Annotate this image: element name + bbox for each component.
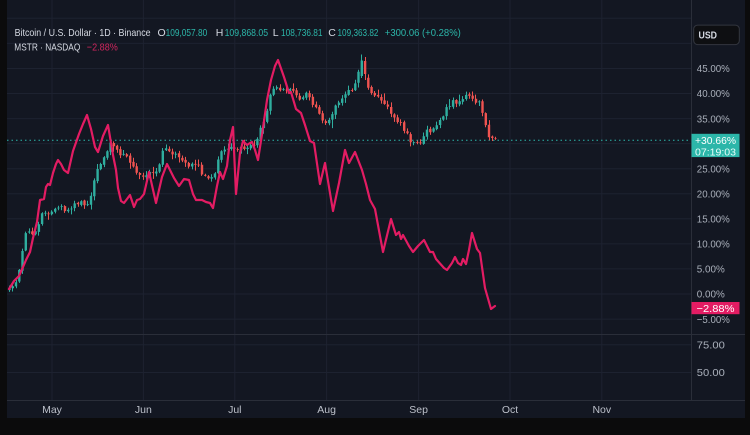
svg-text:Sep: Sep (409, 404, 428, 416)
svg-text:+30.66%: +30.66% (695, 135, 736, 147)
svg-text:−5.00%: −5.00% (697, 314, 730, 326)
svg-text:Bitcoin / U.S. Dollar · 1D · B: Bitcoin / U.S. Dollar · 1D · Binance (15, 27, 151, 39)
svg-text:Aug: Aug (317, 404, 336, 416)
svg-text:MSTR · NASDAQ: MSTR · NASDAQ (14, 41, 80, 53)
svg-text:45.00%: 45.00% (697, 63, 730, 75)
svg-text:109,868.05: 109,868.05 (225, 27, 269, 39)
svg-text:Jun: Jun (135, 404, 152, 416)
svg-text:10.00%: 10.00% (697, 239, 730, 251)
svg-text:−2.88%: −2.88% (87, 41, 118, 53)
svg-text:75.00: 75.00 (697, 340, 725, 352)
svg-text:0.00%: 0.00% (697, 289, 725, 301)
svg-text:5.00%: 5.00% (697, 264, 725, 276)
svg-text:+300.06 (+0.28%): +300.06 (+0.28%) (385, 27, 461, 39)
svg-text:109,057.80: 109,057.80 (166, 27, 208, 39)
svg-text:L: L (273, 27, 279, 39)
svg-text:20.00%: 20.00% (697, 189, 730, 201)
svg-text:C: C (328, 27, 336, 39)
svg-text:O: O (158, 27, 166, 39)
svg-text:108,736.81: 108,736.81 (281, 27, 323, 39)
svg-text:40.00%: 40.00% (697, 88, 730, 100)
svg-text:−2.88%: −2.88% (697, 303, 735, 315)
svg-text:07:19:03: 07:19:03 (695, 146, 736, 158)
svg-text:May: May (42, 404, 63, 416)
svg-text:H: H (216, 27, 224, 39)
svg-text:15.00%: 15.00% (697, 214, 730, 226)
svg-text:50.00: 50.00 (697, 367, 725, 379)
svg-text:Nov: Nov (592, 404, 611, 416)
svg-text:Oct: Oct (502, 404, 518, 416)
svg-text:USD: USD (699, 30, 718, 42)
svg-text:109,363.82: 109,363.82 (338, 27, 379, 39)
svg-text:Jul: Jul (228, 404, 241, 416)
svg-text:35.00%: 35.00% (697, 113, 730, 125)
svg-text:25.00%: 25.00% (697, 163, 730, 175)
